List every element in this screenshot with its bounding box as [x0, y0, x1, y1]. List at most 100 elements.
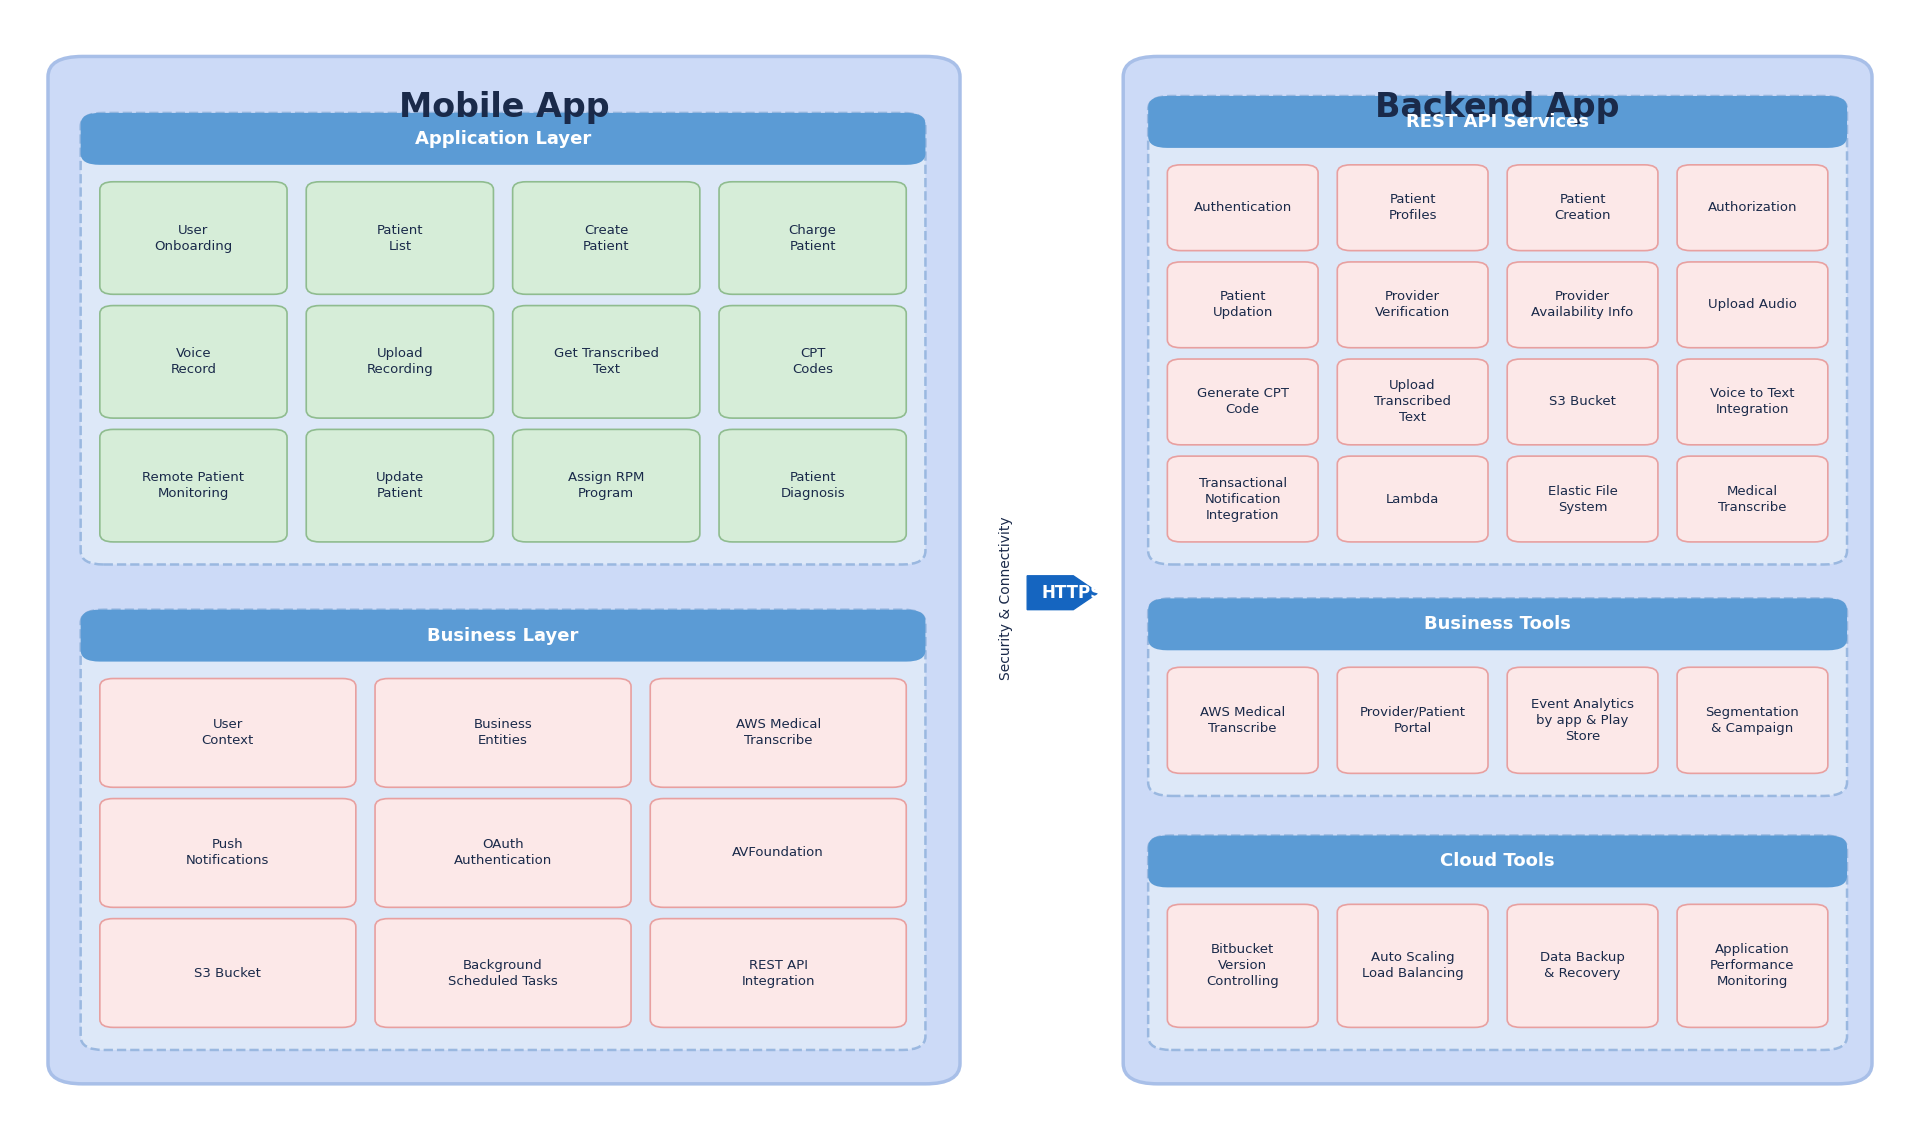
FancyBboxPatch shape [1336, 667, 1488, 773]
Text: Patient
List: Patient List [376, 224, 422, 253]
Text: Remote Patient
Monitoring: Remote Patient Monitoring [142, 471, 244, 500]
FancyBboxPatch shape [651, 679, 906, 787]
FancyBboxPatch shape [374, 798, 632, 908]
FancyBboxPatch shape [1678, 165, 1828, 251]
FancyBboxPatch shape [1148, 598, 1847, 796]
Text: Event Analytics
by app & Play
Store: Event Analytics by app & Play Store [1530, 698, 1634, 743]
FancyBboxPatch shape [81, 113, 925, 564]
Text: AVFoundation: AVFoundation [732, 847, 824, 859]
Text: User
Context: User Context [202, 718, 253, 747]
FancyBboxPatch shape [1507, 667, 1657, 773]
Text: Authorization: Authorization [1707, 201, 1797, 215]
FancyBboxPatch shape [100, 798, 355, 908]
Text: Authentication: Authentication [1194, 201, 1292, 215]
Text: Security & Connectivity: Security & Connectivity [998, 517, 1014, 680]
FancyBboxPatch shape [1123, 56, 1872, 1084]
FancyBboxPatch shape [1336, 904, 1488, 1027]
FancyBboxPatch shape [374, 919, 632, 1027]
Text: Upload
Recording: Upload Recording [367, 348, 434, 376]
Text: Voice
Record: Voice Record [171, 348, 217, 376]
Text: Generate CPT
Code: Generate CPT Code [1196, 387, 1288, 417]
FancyBboxPatch shape [718, 429, 906, 542]
FancyBboxPatch shape [1336, 359, 1488, 445]
FancyBboxPatch shape [307, 306, 493, 418]
Text: Get Transcribed
Text: Get Transcribed Text [553, 348, 659, 376]
Text: Transactional
Notification
Integration: Transactional Notification Integration [1198, 476, 1286, 522]
Text: Create
Patient: Create Patient [584, 224, 630, 253]
Text: Patient
Updation: Patient Updation [1213, 290, 1273, 320]
Text: REST API
Integration: REST API Integration [741, 959, 814, 988]
FancyBboxPatch shape [307, 182, 493, 295]
Text: Business Tools: Business Tools [1425, 615, 1571, 633]
FancyBboxPatch shape [100, 429, 288, 542]
Text: Assign RPM
Program: Assign RPM Program [568, 471, 645, 500]
Text: Lambda: Lambda [1386, 492, 1440, 506]
FancyBboxPatch shape [100, 679, 355, 787]
FancyBboxPatch shape [1336, 165, 1488, 251]
FancyBboxPatch shape [651, 798, 906, 908]
Text: Provider
Availability Info: Provider Availability Info [1532, 290, 1634, 320]
Text: Charge
Patient: Charge Patient [789, 224, 837, 253]
FancyBboxPatch shape [100, 182, 288, 295]
Text: HTTPS: HTTPS [1043, 584, 1102, 602]
FancyBboxPatch shape [1678, 262, 1828, 348]
Text: Push
Notifications: Push Notifications [186, 839, 269, 867]
FancyBboxPatch shape [1167, 262, 1317, 348]
FancyBboxPatch shape [1678, 456, 1828, 542]
Text: OAuth
Authentication: OAuth Authentication [453, 839, 553, 867]
FancyBboxPatch shape [1678, 359, 1828, 445]
Text: Backend App: Backend App [1375, 90, 1620, 124]
FancyBboxPatch shape [513, 429, 701, 542]
Text: Update
Patient: Update Patient [376, 471, 424, 500]
FancyBboxPatch shape [1167, 456, 1317, 542]
Text: Medical
Transcribe: Medical Transcribe [1718, 484, 1788, 514]
Text: Segmentation
& Campaign: Segmentation & Campaign [1705, 706, 1799, 735]
FancyBboxPatch shape [307, 429, 493, 542]
Text: Application Layer: Application Layer [415, 130, 591, 148]
Text: REST API Services: REST API Services [1405, 113, 1590, 131]
Text: S3 Bucket: S3 Bucket [194, 966, 261, 980]
FancyBboxPatch shape [513, 306, 701, 418]
Text: Business Layer: Business Layer [428, 627, 578, 645]
FancyBboxPatch shape [513, 182, 701, 295]
Text: Business
Entities: Business Entities [474, 718, 532, 747]
FancyBboxPatch shape [100, 919, 355, 1027]
Text: S3 Bucket: S3 Bucket [1549, 395, 1617, 409]
Text: Cloud Tools: Cloud Tools [1440, 852, 1555, 870]
FancyBboxPatch shape [651, 919, 906, 1027]
FancyBboxPatch shape [1148, 96, 1847, 564]
Text: CPT
Codes: CPT Codes [793, 348, 833, 376]
Text: Upload Audio: Upload Audio [1709, 298, 1797, 312]
Text: AWS Medical
Transcribe: AWS Medical Transcribe [1200, 706, 1284, 735]
FancyBboxPatch shape [1507, 262, 1657, 348]
Text: Patient
Diagnosis: Patient Diagnosis [780, 471, 845, 500]
FancyBboxPatch shape [1148, 96, 1847, 148]
Text: Mobile App: Mobile App [399, 90, 609, 124]
FancyBboxPatch shape [48, 56, 960, 1084]
FancyBboxPatch shape [81, 610, 925, 1050]
Text: User
Onboarding: User Onboarding [154, 224, 232, 253]
FancyBboxPatch shape [1167, 165, 1317, 251]
Text: Background
Scheduled Tasks: Background Scheduled Tasks [447, 959, 559, 988]
Text: Voice to Text
Integration: Voice to Text Integration [1711, 387, 1795, 417]
FancyBboxPatch shape [1678, 667, 1828, 773]
FancyBboxPatch shape [1167, 667, 1317, 773]
Text: Upload
Transcribed
Text: Upload Transcribed Text [1375, 379, 1452, 425]
Text: AWS Medical
Transcribe: AWS Medical Transcribe [735, 718, 822, 747]
Text: Bitbucket
Version
Controlling: Bitbucket Version Controlling [1206, 944, 1279, 988]
FancyArrow shape [1027, 576, 1098, 610]
Text: Auto Scaling
Load Balancing: Auto Scaling Load Balancing [1361, 952, 1463, 980]
FancyBboxPatch shape [1507, 165, 1657, 251]
Text: Application
Performance
Monitoring: Application Performance Monitoring [1711, 944, 1795, 988]
Text: Patient
Profiles: Patient Profiles [1388, 193, 1436, 222]
FancyBboxPatch shape [374, 679, 632, 787]
FancyBboxPatch shape [1507, 456, 1657, 542]
FancyBboxPatch shape [1507, 359, 1657, 445]
FancyBboxPatch shape [1678, 904, 1828, 1027]
FancyBboxPatch shape [1336, 456, 1488, 542]
FancyBboxPatch shape [718, 306, 906, 418]
Text: Elastic File
System: Elastic File System [1548, 484, 1617, 514]
FancyBboxPatch shape [81, 610, 925, 662]
FancyBboxPatch shape [1167, 904, 1317, 1027]
FancyBboxPatch shape [1336, 262, 1488, 348]
